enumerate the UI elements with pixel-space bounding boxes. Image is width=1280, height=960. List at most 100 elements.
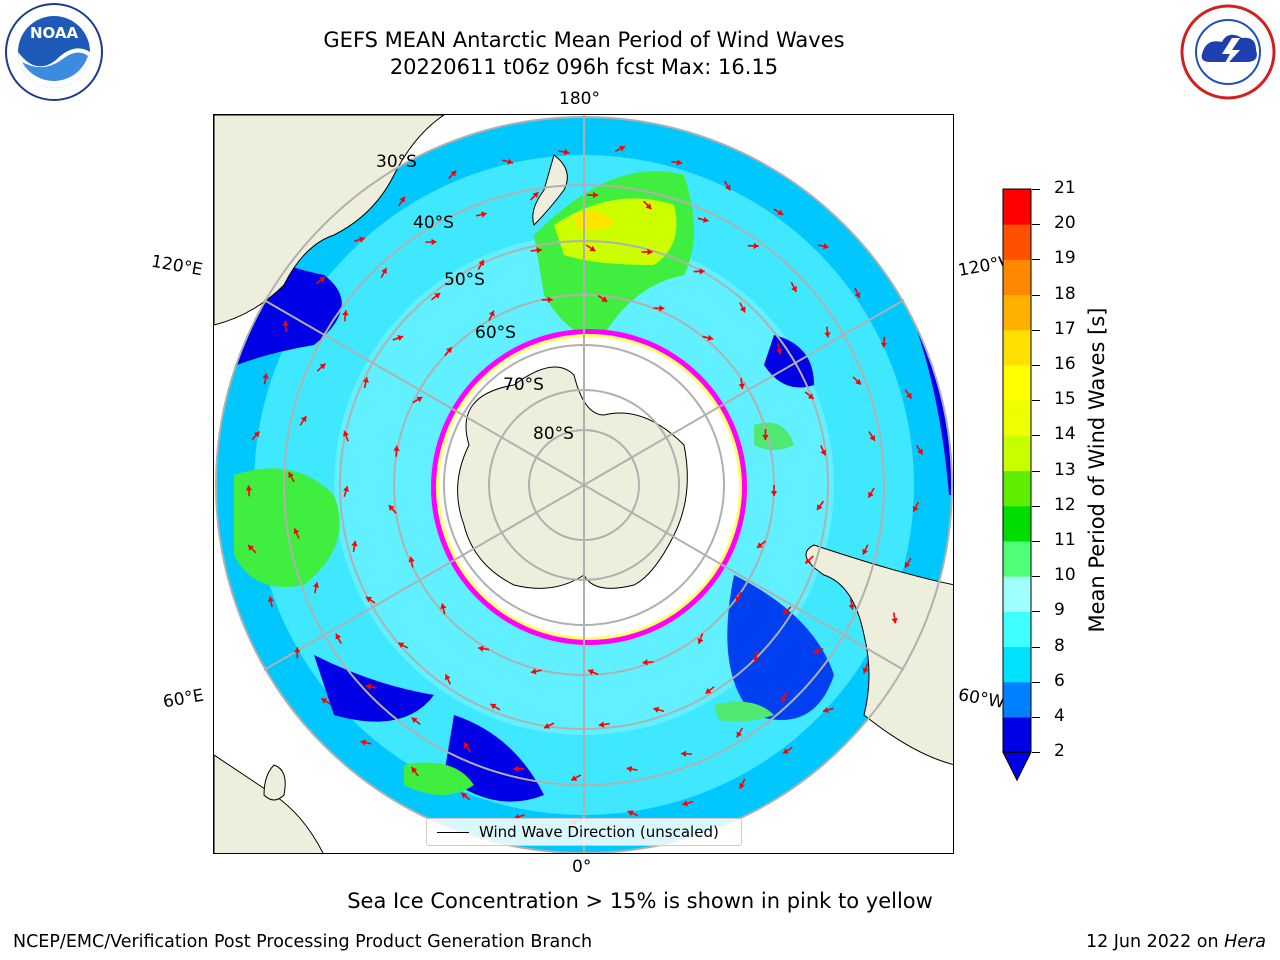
lat-label-60s: 60°S	[475, 323, 516, 343]
chart-title: GEFS MEAN Antarctic Mean Period of Wind …	[323, 28, 845, 52]
wind-wave-arrowhead	[312, 582, 320, 588]
colorbar-tick-mark	[1032, 681, 1040, 683]
colorbar-tick-label: 20	[1054, 213, 1076, 234]
wind-wave-arrowhead	[752, 656, 760, 663]
colorbar-tick-mark	[1032, 189, 1040, 190]
wind-wave-arrowhead	[434, 293, 441, 299]
wind-wave-arrowhead	[342, 430, 349, 437]
wind-wave-arrowhead	[288, 472, 294, 479]
wind-wave-arrowhead	[738, 383, 745, 389]
nws-logo	[1176, 2, 1280, 102]
chart-subtitle: 20220611 t06z 096h fcst Max: 16.15	[389, 55, 779, 79]
lon-label-180: 180°	[559, 89, 600, 109]
wind-wave-arrowhead	[653, 706, 660, 713]
wind-wave-arrowhead	[682, 800, 688, 807]
wind-wave-arrowhead	[823, 243, 829, 250]
sea-ice-caption: Sea Ice Concentration > 15% is shown in …	[347, 889, 933, 913]
wind-wave-arrowhead	[444, 674, 451, 681]
footer-host: Hera	[1224, 932, 1266, 952]
map-legend: Wind Wave Direction (unscaled)	[426, 818, 742, 846]
colorbar-block	[1003, 365, 1031, 401]
colorbar-tick-label: 9	[1054, 600, 1065, 621]
colorbar-tick-label: 4	[1054, 706, 1065, 726]
wind-wave-arrowhead	[381, 268, 387, 274]
colorbar-block	[1003, 611, 1031, 648]
colorbar-tick-label: 10	[1054, 565, 1076, 586]
colorbar-frame	[1002, 188, 1032, 753]
wind-wave-arrowhead	[478, 259, 484, 266]
colorbar-block	[1003, 646, 1031, 683]
wind-wave-arrowhead	[593, 191, 599, 199]
colorbar-tick-mark	[1032, 435, 1040, 437]
wind-wave-arrowhead	[735, 596, 742, 602]
wind-wave-arrowhead	[601, 296, 608, 302]
colorbar-tick-label: 12	[1054, 494, 1076, 515]
wind-wave-arrowhead	[822, 706, 829, 714]
wind-wave-arrowhead	[507, 158, 513, 165]
wind-wave-arrowhead	[416, 396, 423, 403]
wind-wave-arrowhead	[619, 145, 626, 152]
wind-wave-arrowhead	[490, 703, 497, 710]
wind-wave-arrowhead	[397, 334, 404, 341]
wind-wave-arrowhead	[450, 170, 457, 177]
wind-wave-arrowhead	[854, 292, 861, 299]
wind-wave-arrowhead	[820, 449, 827, 456]
wind-wave-arrowhead	[824, 332, 831, 338]
wind-wave-arrowhead	[513, 765, 519, 773]
wind-wave-arrowhead	[770, 491, 778, 496]
colorbar	[1002, 188, 1032, 782]
wind-wave-arrowhead	[536, 247, 542, 254]
wind-wave-arrowhead	[267, 596, 275, 603]
wind-wave-arrowhead	[782, 608, 789, 615]
wind-wave-arrowhead	[862, 667, 869, 674]
colorbar-block	[1003, 294, 1031, 331]
wind-wave-arrowhead	[848, 604, 855, 610]
wind-wave-arrowhead	[891, 618, 898, 624]
wind-wave-arrowhead	[807, 393, 814, 399]
lon-label-120e: 120°E	[149, 251, 205, 281]
wind-wave-arrowhead	[440, 603, 447, 610]
colorbar-extend-min	[1002, 751, 1032, 782]
lat-label-50s: 50°S	[444, 270, 485, 290]
colorbar-tick-label: 13	[1054, 459, 1076, 480]
graticule	[215, 115, 953, 853]
polar-map	[213, 114, 954, 854]
noaa-logo: NOAA	[4, 2, 104, 102]
wind-wave-arrowhead	[335, 633, 342, 640]
wind-wave-arrowhead	[488, 310, 495, 317]
colorbar-tick-mark	[1032, 576, 1040, 578]
lon-label-60w: 60°W	[956, 685, 1007, 713]
colorbar-block	[1003, 435, 1031, 472]
wind-wave-arrowhead	[777, 209, 784, 215]
lat-label-70s: 70°S	[503, 375, 544, 395]
wind-wave-arrowhead	[707, 334, 714, 341]
wind-wave-arrowhead	[702, 216, 709, 223]
wind-wave-arrowhead	[781, 696, 787, 703]
wind-wave-arrowhead	[360, 739, 367, 746]
colorbar-tick-label: 6	[1054, 670, 1065, 691]
wind-wave-arrowhead	[408, 556, 415, 563]
colorbar-tick-label: 19	[1054, 248, 1076, 269]
wind-wave-arrowhead	[393, 445, 400, 451]
wind-wave-arrowhead	[676, 159, 683, 166]
footer-date-text: 12 Jun 2022 on	[1085, 932, 1225, 952]
wind-wave-arrowhead	[351, 540, 358, 547]
wind-wave-arrowhead	[547, 296, 553, 303]
wind-wave-arrowhead	[626, 765, 633, 773]
wind-wave-arrowhead	[321, 698, 328, 704]
wind-wave-arrowhead	[816, 504, 823, 511]
wind-wave-arrowhead	[904, 561, 911, 568]
wind-wave-arrowhead	[362, 377, 369, 383]
colorbar-block	[1003, 189, 1031, 225]
colorbar-tick-label: 15	[1054, 389, 1076, 410]
wind-wave-arrowhead	[739, 782, 746, 789]
wind-wave-arrowhead	[598, 721, 605, 728]
colorbar-tick-mark	[1032, 505, 1040, 507]
colorbar-tick-mark	[1032, 646, 1040, 648]
wind-wave-arrowhead	[588, 669, 594, 676]
wind-wave-arrowhead	[446, 347, 452, 354]
colorbar-tick-mark	[1032, 752, 1040, 754]
wind-wave-arrowhead	[699, 268, 705, 275]
wind-wave-arrowhead	[869, 434, 875, 441]
wind-wave-arrowhead	[544, 722, 551, 729]
